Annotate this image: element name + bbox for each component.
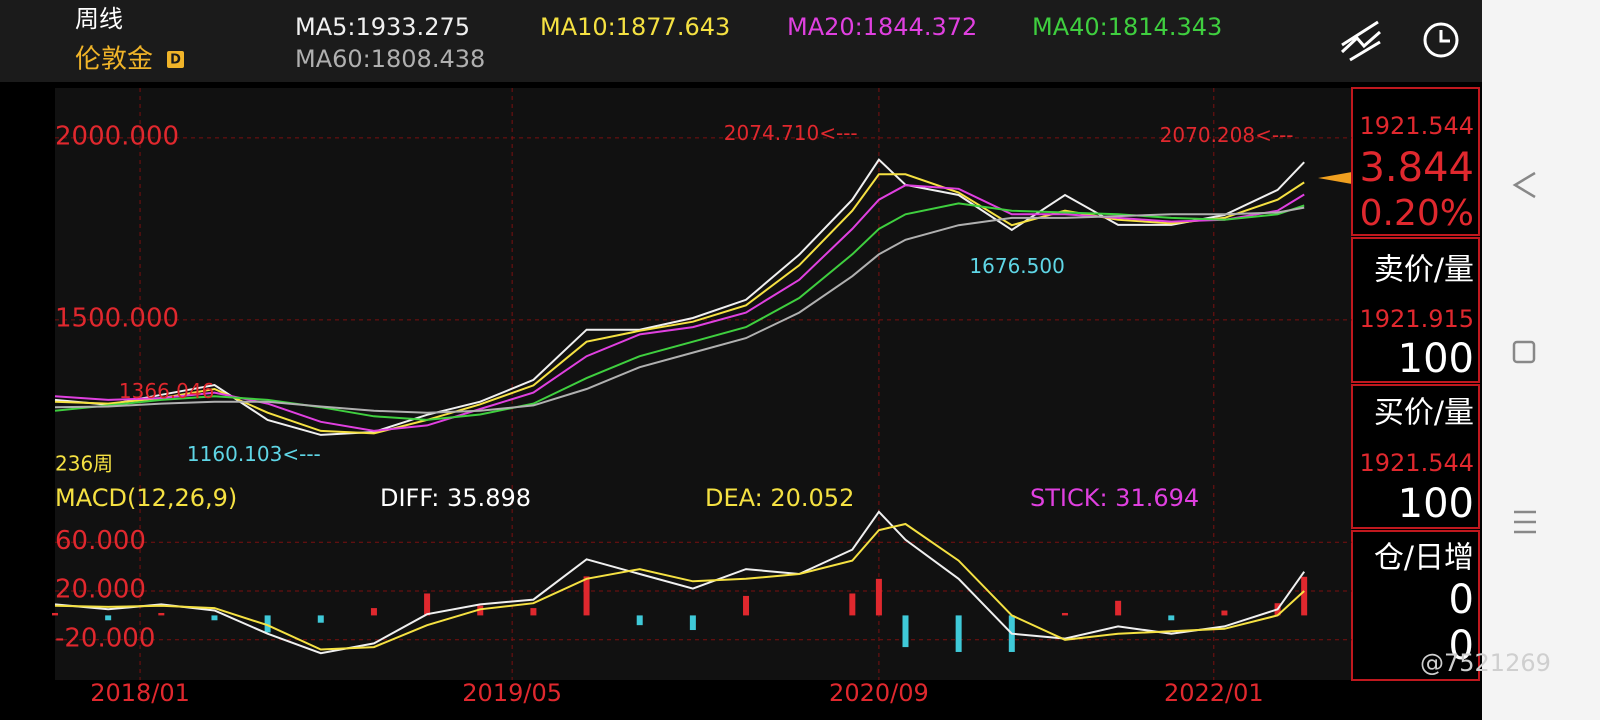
macd-bar xyxy=(1061,612,1068,616)
badge-box xyxy=(167,51,184,68)
macd-bar xyxy=(902,615,909,648)
macd-bar xyxy=(264,615,271,633)
macd-bar xyxy=(1168,615,1175,621)
series-line xyxy=(54,510,1306,655)
macd-bar xyxy=(689,615,696,631)
legend-entry: DEA: 20.052 xyxy=(705,484,854,512)
symbol[interactable]: 伦敦金 xyxy=(75,45,153,75)
bid-volume: 100 xyxy=(1398,481,1474,527)
oi: 0 xyxy=(1449,577,1474,623)
header-bar xyxy=(0,0,1482,82)
draw-tool-icon[interactable] xyxy=(1340,20,1381,62)
legend-entry: STICK: 31.694 xyxy=(1030,484,1199,512)
macd-bar xyxy=(52,612,58,616)
annotation: 1366.046 xyxy=(119,379,214,403)
oi-box xyxy=(1351,530,1480,681)
annotation: 1676.500 xyxy=(969,254,1064,278)
y-tick-label: 20.000 xyxy=(55,575,146,605)
bid-box xyxy=(1351,384,1480,529)
macd-bar xyxy=(1221,610,1228,616)
nav-home[interactable] xyxy=(1512,340,1536,364)
change-pct: 0.20% xyxy=(1360,193,1474,234)
series-line xyxy=(54,206,1305,414)
clock-hands xyxy=(1439,30,1450,43)
oi-change: 0 xyxy=(1449,623,1474,669)
x-tick-label: 2020/09 xyxy=(829,679,929,707)
macd-bar xyxy=(636,615,643,626)
ask-volume: 100 xyxy=(1398,336,1474,382)
macd-bar xyxy=(317,615,324,623)
legend-entry: MA5:1933.275 xyxy=(295,13,470,41)
nav-menu[interactable] xyxy=(1514,510,1536,534)
change: 3.844 xyxy=(1359,145,1474,191)
ask-price: 1921.915 xyxy=(1359,305,1474,333)
macd-bar xyxy=(849,593,856,616)
macd-bar xyxy=(211,615,218,621)
ask-label: 卖价/量 xyxy=(1374,253,1474,288)
macd-bar xyxy=(105,615,112,621)
bid-label: 买价/量 xyxy=(1374,396,1474,431)
macd-bar xyxy=(477,605,484,616)
series-line xyxy=(54,522,1305,651)
annotation: 2070.208<--- xyxy=(1160,123,1294,147)
macd-bar xyxy=(1301,576,1308,616)
annotation: 1160.103<--- xyxy=(187,442,321,466)
y-tick-label: 2000.000 xyxy=(55,121,179,151)
y-tick-label: 60.000 xyxy=(55,526,146,556)
annotation: 2074.710<--- xyxy=(724,121,858,145)
last-price: 1921.544 xyxy=(1359,112,1474,140)
macd-bar xyxy=(583,576,590,616)
y-tick-label: -20.000 xyxy=(55,623,155,653)
macd-bar xyxy=(158,612,165,616)
clock-icon[interactable] xyxy=(1423,22,1459,58)
legend-entry: MA60:1808.438 xyxy=(295,45,485,73)
x-tick-label: 2022/01 xyxy=(1164,679,1264,707)
macd-bar xyxy=(530,608,537,616)
ask-box xyxy=(1351,237,1480,383)
period[interactable]: 周线 xyxy=(75,5,123,33)
legend-entry: MA40:1814.343 xyxy=(1032,13,1222,41)
badge: D xyxy=(170,53,181,68)
x-tick-label: 2019/05 xyxy=(462,679,562,707)
y-tick-label: 1500.000 xyxy=(55,303,179,333)
macd-bar xyxy=(875,578,882,616)
price-pointer xyxy=(1318,172,1352,184)
legend-entry: DIFF: 35.898 xyxy=(380,484,531,512)
macd-bar xyxy=(743,595,750,616)
macd-bar xyxy=(1115,600,1122,616)
legend-entry: MA10:1877.643 xyxy=(540,13,730,41)
series-line xyxy=(54,202,1305,421)
x-tick-label: 2018/01 xyxy=(90,679,190,707)
watermark: @7521269 xyxy=(1420,649,1551,677)
panel-title: MACD(12,26,9) xyxy=(55,484,237,512)
charts: 2000.000 1500.000 MA5:1933.275 MA10:1877.64… xyxy=(52,13,1352,707)
oi-label: 仓/日增 xyxy=(1374,541,1474,576)
legend-entry: MA20:1844.372 xyxy=(787,13,977,41)
macd-bar xyxy=(955,615,962,652)
quote-box xyxy=(1351,87,1480,236)
macd-bar xyxy=(424,593,431,616)
bar-count: 236周 xyxy=(55,452,113,476)
nav-bar xyxy=(1482,0,1600,720)
macd-bar xyxy=(370,608,377,616)
bid-price: 1921.544 xyxy=(1359,449,1474,477)
series-line xyxy=(54,158,1305,436)
quote-panel xyxy=(1351,87,1480,681)
nav-back[interactable] xyxy=(1512,171,1536,199)
